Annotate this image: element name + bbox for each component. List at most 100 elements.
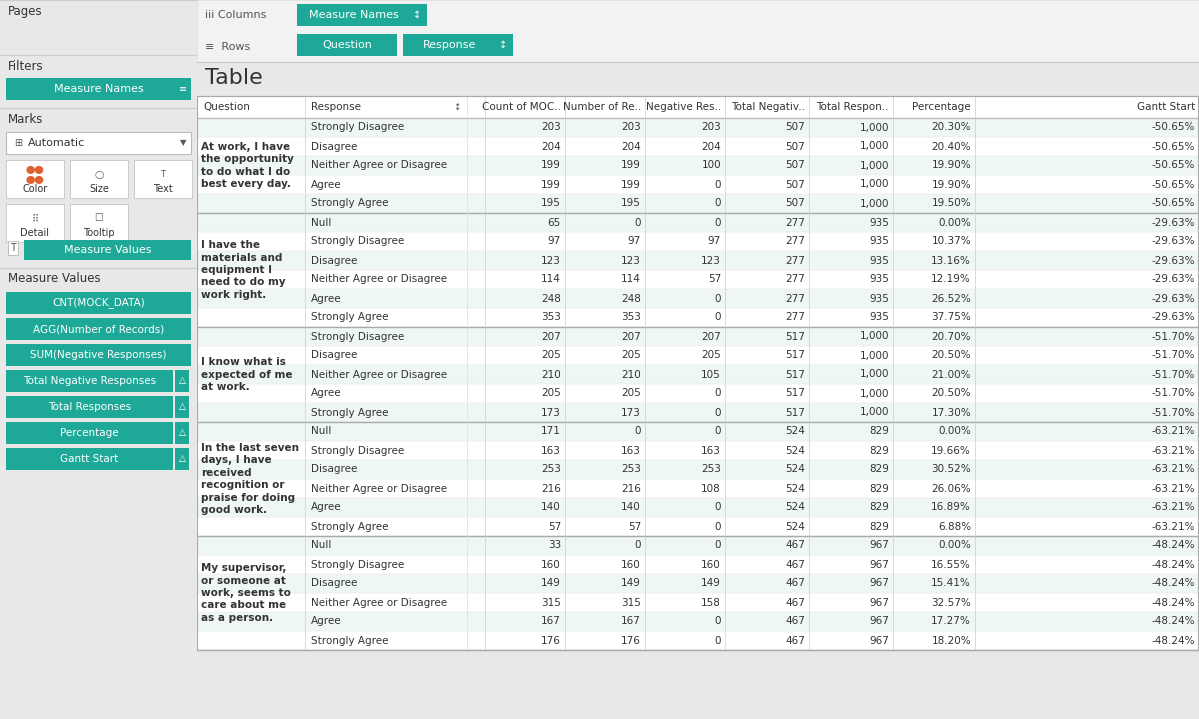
Text: -29.63%: -29.63% bbox=[1151, 237, 1195, 247]
Text: -51.70%: -51.70% bbox=[1151, 388, 1195, 398]
Text: In the last seven
days, I have
received
recognition or
praise for doing
good wor: In the last seven days, I have received … bbox=[201, 443, 299, 515]
Text: 204: 204 bbox=[701, 142, 721, 152]
Text: -48.24%: -48.24% bbox=[1151, 541, 1195, 551]
Text: 935: 935 bbox=[869, 313, 888, 323]
Text: 935: 935 bbox=[869, 218, 888, 227]
Text: 176: 176 bbox=[621, 636, 641, 646]
Text: -48.24%: -48.24% bbox=[1151, 579, 1195, 588]
Bar bbox=[197, 194, 1199, 213]
Text: -50.65%: -50.65% bbox=[1151, 180, 1195, 190]
Bar bbox=[6, 318, 191, 340]
Text: Null: Null bbox=[311, 541, 331, 551]
Text: 199: 199 bbox=[621, 180, 641, 190]
Text: -48.24%: -48.24% bbox=[1151, 616, 1195, 626]
Text: ☐: ☐ bbox=[95, 214, 103, 224]
Text: 277: 277 bbox=[785, 255, 805, 265]
Bar bbox=[6, 132, 191, 154]
Text: 0: 0 bbox=[715, 388, 721, 398]
Text: I have the
materials and
equipment I
need to do my
work right.: I have the materials and equipment I nee… bbox=[201, 240, 285, 300]
Text: 507: 507 bbox=[785, 198, 805, 209]
Text: 1,000: 1,000 bbox=[860, 408, 888, 418]
Bar bbox=[197, 251, 1199, 270]
Bar bbox=[197, 213, 1199, 232]
Bar bbox=[197, 441, 1199, 460]
Text: 1,000: 1,000 bbox=[860, 160, 888, 170]
Text: -51.70%: -51.70% bbox=[1151, 350, 1195, 360]
Text: 0: 0 bbox=[715, 408, 721, 418]
Text: Disagree: Disagree bbox=[311, 579, 357, 588]
Text: 97: 97 bbox=[548, 237, 561, 247]
Bar bbox=[175, 448, 189, 470]
Bar bbox=[6, 78, 191, 100]
Text: 517: 517 bbox=[785, 370, 805, 380]
Bar bbox=[175, 422, 189, 444]
Text: 37.75%: 37.75% bbox=[932, 313, 971, 323]
Text: 829: 829 bbox=[869, 446, 888, 456]
Text: 176: 176 bbox=[541, 636, 561, 646]
Bar bbox=[297, 4, 427, 26]
Text: 967: 967 bbox=[869, 636, 888, 646]
Text: 6.88%: 6.88% bbox=[938, 521, 971, 531]
Text: -51.70%: -51.70% bbox=[1151, 370, 1195, 380]
Bar bbox=[197, 384, 1199, 403]
Bar bbox=[175, 396, 189, 418]
Text: -29.63%: -29.63% bbox=[1151, 218, 1195, 227]
Text: Tooltip: Tooltip bbox=[83, 227, 115, 237]
Text: SUM(Negative Responses): SUM(Negative Responses) bbox=[30, 350, 167, 360]
Text: 524: 524 bbox=[785, 446, 805, 456]
Text: 315: 315 bbox=[541, 597, 561, 608]
Text: 207: 207 bbox=[701, 331, 721, 342]
Text: Question: Question bbox=[203, 102, 249, 112]
Text: 216: 216 bbox=[621, 483, 641, 493]
Text: Strongly Agree: Strongly Agree bbox=[311, 636, 388, 646]
Text: 829: 829 bbox=[869, 426, 888, 436]
Text: 467: 467 bbox=[785, 597, 805, 608]
Text: 0: 0 bbox=[634, 218, 641, 227]
Text: Text: Text bbox=[153, 183, 173, 193]
Bar bbox=[6, 396, 173, 418]
Text: 173: 173 bbox=[541, 408, 561, 418]
Text: 199: 199 bbox=[541, 180, 561, 190]
Text: -63.21%: -63.21% bbox=[1151, 464, 1195, 475]
Text: Strongly Disagree: Strongly Disagree bbox=[311, 446, 404, 456]
Text: 517: 517 bbox=[785, 331, 805, 342]
Text: △: △ bbox=[179, 429, 186, 437]
Text: 1,000: 1,000 bbox=[860, 180, 888, 190]
Bar bbox=[6, 344, 191, 366]
Text: 20.40%: 20.40% bbox=[932, 142, 971, 152]
Bar bbox=[197, 118, 1199, 137]
Text: 167: 167 bbox=[621, 616, 641, 626]
Text: 0: 0 bbox=[634, 426, 641, 436]
Text: 0: 0 bbox=[715, 198, 721, 209]
Text: 967: 967 bbox=[869, 541, 888, 551]
Text: -50.65%: -50.65% bbox=[1151, 160, 1195, 170]
Text: 524: 524 bbox=[785, 521, 805, 531]
Bar bbox=[175, 370, 189, 392]
Text: Question: Question bbox=[323, 40, 372, 50]
Text: Agree: Agree bbox=[311, 388, 342, 398]
Text: 935: 935 bbox=[869, 293, 888, 303]
Text: 1,000: 1,000 bbox=[860, 331, 888, 342]
Text: ↕: ↕ bbox=[499, 40, 507, 50]
Text: 507: 507 bbox=[785, 142, 805, 152]
Text: Measure Names: Measure Names bbox=[54, 84, 144, 94]
Text: -50.65%: -50.65% bbox=[1151, 142, 1195, 152]
Text: Marks: Marks bbox=[8, 113, 43, 126]
Text: 829: 829 bbox=[869, 521, 888, 531]
Text: 315: 315 bbox=[621, 597, 641, 608]
Bar bbox=[197, 327, 1199, 346]
Bar bbox=[197, 365, 1199, 384]
Text: 20.30%: 20.30% bbox=[932, 122, 971, 132]
Text: 467: 467 bbox=[785, 636, 805, 646]
Text: 210: 210 bbox=[541, 370, 561, 380]
Text: 507: 507 bbox=[785, 122, 805, 132]
Text: 199: 199 bbox=[621, 160, 641, 170]
Text: Strongly Disagree: Strongly Disagree bbox=[311, 122, 404, 132]
Text: 935: 935 bbox=[869, 275, 888, 285]
Text: Strongly Disagree: Strongly Disagree bbox=[311, 559, 404, 569]
Bar bbox=[6, 292, 191, 314]
Bar bbox=[197, 308, 1199, 327]
Text: 277: 277 bbox=[785, 275, 805, 285]
Bar bbox=[6, 448, 173, 470]
Text: -48.24%: -48.24% bbox=[1151, 559, 1195, 569]
